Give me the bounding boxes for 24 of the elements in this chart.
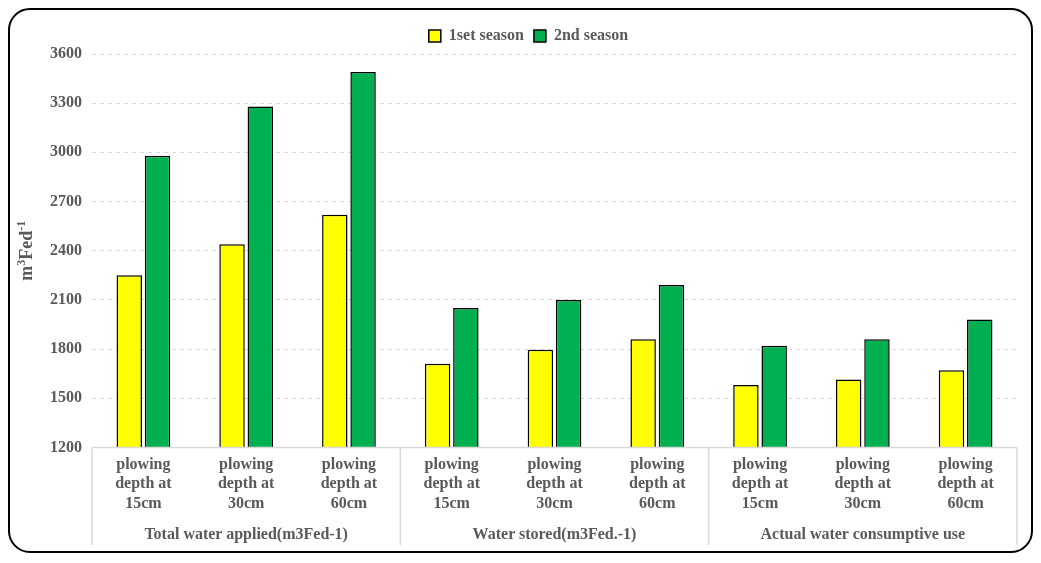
y-tick-label: 1800 xyxy=(50,339,82,357)
x-tick-label: plowing depth at 15cm xyxy=(731,455,789,511)
y-tick-label: 2400 xyxy=(50,240,82,258)
x-tick-label: plowing depth at 60cm xyxy=(629,455,687,511)
x-tick-label: plowing depth at 60cm xyxy=(937,455,995,511)
y-axis-title: m3Fed-1 xyxy=(14,220,36,281)
x-tick-label: plowing depth at 30cm xyxy=(834,455,892,511)
legend-label: 1set season xyxy=(448,26,525,44)
text: Actual water consumptive use xyxy=(760,525,966,544)
y-tick-label: 2100 xyxy=(50,290,82,308)
y-tick-label: 3300 xyxy=(50,93,82,111)
x-tick-label: plowing depth at 15cm xyxy=(115,455,173,511)
x-tick-label: plowing depth at 15cm xyxy=(423,455,481,511)
x-tick-label: plowing depth at 60cm xyxy=(320,455,378,511)
text: Water stored(m3Fed.-1) xyxy=(472,525,637,544)
y-tick-label: 1200 xyxy=(50,437,82,455)
y-tick-label: 1500 xyxy=(50,388,82,406)
y-tick-label: 3600 xyxy=(50,44,82,62)
text: Total water applied(m3Fed-1) xyxy=(144,525,348,544)
y-tick-label: 3000 xyxy=(50,142,82,160)
x-tick-label: plowing depth at 30cm xyxy=(217,455,276,511)
x-tick-label: plowing depth at 30cm xyxy=(526,455,584,511)
legend-label: 2nd season xyxy=(553,26,629,44)
y-tick-label: 2700 xyxy=(50,191,82,209)
